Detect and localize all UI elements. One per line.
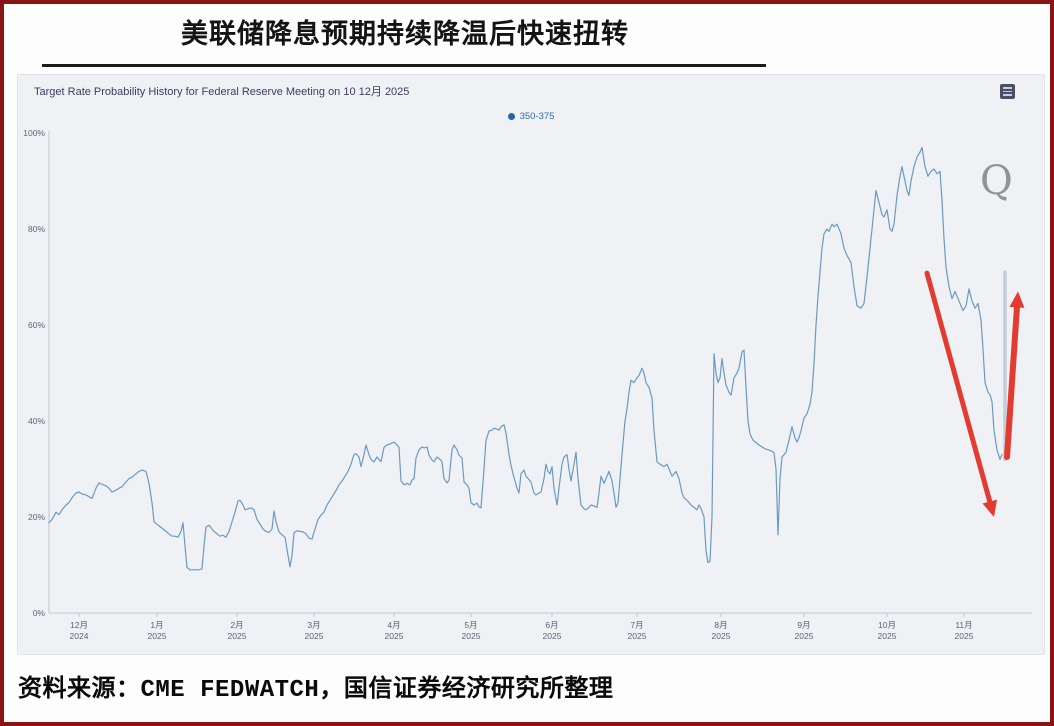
x-tick-year: 2025 bbox=[795, 631, 814, 641]
x-tick-month: 9月 bbox=[797, 620, 810, 630]
x-tick-year: 2025 bbox=[305, 631, 324, 641]
x-tick-year: 2024 bbox=[70, 631, 89, 641]
x-tick-month: 12月 bbox=[70, 620, 88, 630]
x-tick-month: 1月 bbox=[150, 620, 163, 630]
down-arrow-shaft bbox=[924, 270, 993, 505]
x-tick-month: 8月 bbox=[714, 620, 727, 630]
y-tick-label: 0% bbox=[33, 608, 46, 618]
y-tick-label: 20% bbox=[28, 512, 45, 522]
x-tick-year: 2025 bbox=[228, 631, 247, 641]
y-tick-label: 80% bbox=[28, 224, 45, 234]
x-tick-year: 2025 bbox=[955, 631, 974, 641]
legend-marker-icon bbox=[507, 113, 515, 120]
x-tick-month: 4月 bbox=[387, 620, 400, 630]
chart-panel: Target Rate Probability History for Fede… bbox=[17, 74, 1045, 655]
x-tick-year: 2025 bbox=[878, 631, 897, 641]
plot-svg: 100%80%60%40%20%0%12月20241月20252月20253月2… bbox=[23, 128, 1032, 641]
legend-label: 350-375 bbox=[519, 111, 555, 122]
x-tick-month: 10月 bbox=[878, 620, 896, 630]
chart-title: Target Rate Probability History for Fede… bbox=[34, 86, 410, 98]
x-tick-year: 2025 bbox=[712, 631, 731, 641]
x-tick-month: 5月 bbox=[464, 620, 477, 630]
hamburger-icon[interactable] bbox=[1000, 84, 1015, 99]
x-tick-year: 2025 bbox=[543, 631, 562, 641]
legend-item[interactable]: 350-375 bbox=[18, 111, 1044, 122]
down-arrow-head bbox=[982, 499, 997, 517]
x-tick-year: 2025 bbox=[462, 631, 481, 641]
x-tick-month: 6月 bbox=[545, 620, 558, 630]
page-title: 美联储降息预期持续降温后快速扭转 bbox=[181, 19, 629, 49]
x-tick-year: 2025 bbox=[148, 631, 167, 641]
title-underline bbox=[42, 64, 766, 67]
x-tick-year: 2025 bbox=[385, 631, 404, 641]
x-tick-month: 11月 bbox=[955, 620, 972, 630]
y-tick-label: 40% bbox=[28, 416, 45, 426]
y-tick-label: 100% bbox=[23, 128, 45, 138]
x-tick-month: 7月 bbox=[630, 620, 643, 630]
x-tick-month: 3月 bbox=[307, 620, 320, 630]
x-tick-month: 2月 bbox=[230, 620, 243, 630]
up-arrow-shaft bbox=[1004, 304, 1020, 460]
magnifier-q-watermark: Q bbox=[980, 158, 1013, 204]
x-tick-year: 2025 bbox=[628, 631, 647, 641]
source-caption: 资料来源：CME FEDWATCH，国信证券经济研究所整理 bbox=[18, 677, 614, 704]
up-arrow-head bbox=[1009, 291, 1025, 308]
series-line bbox=[48, 146, 1003, 571]
y-tick-label: 60% bbox=[28, 320, 45, 330]
